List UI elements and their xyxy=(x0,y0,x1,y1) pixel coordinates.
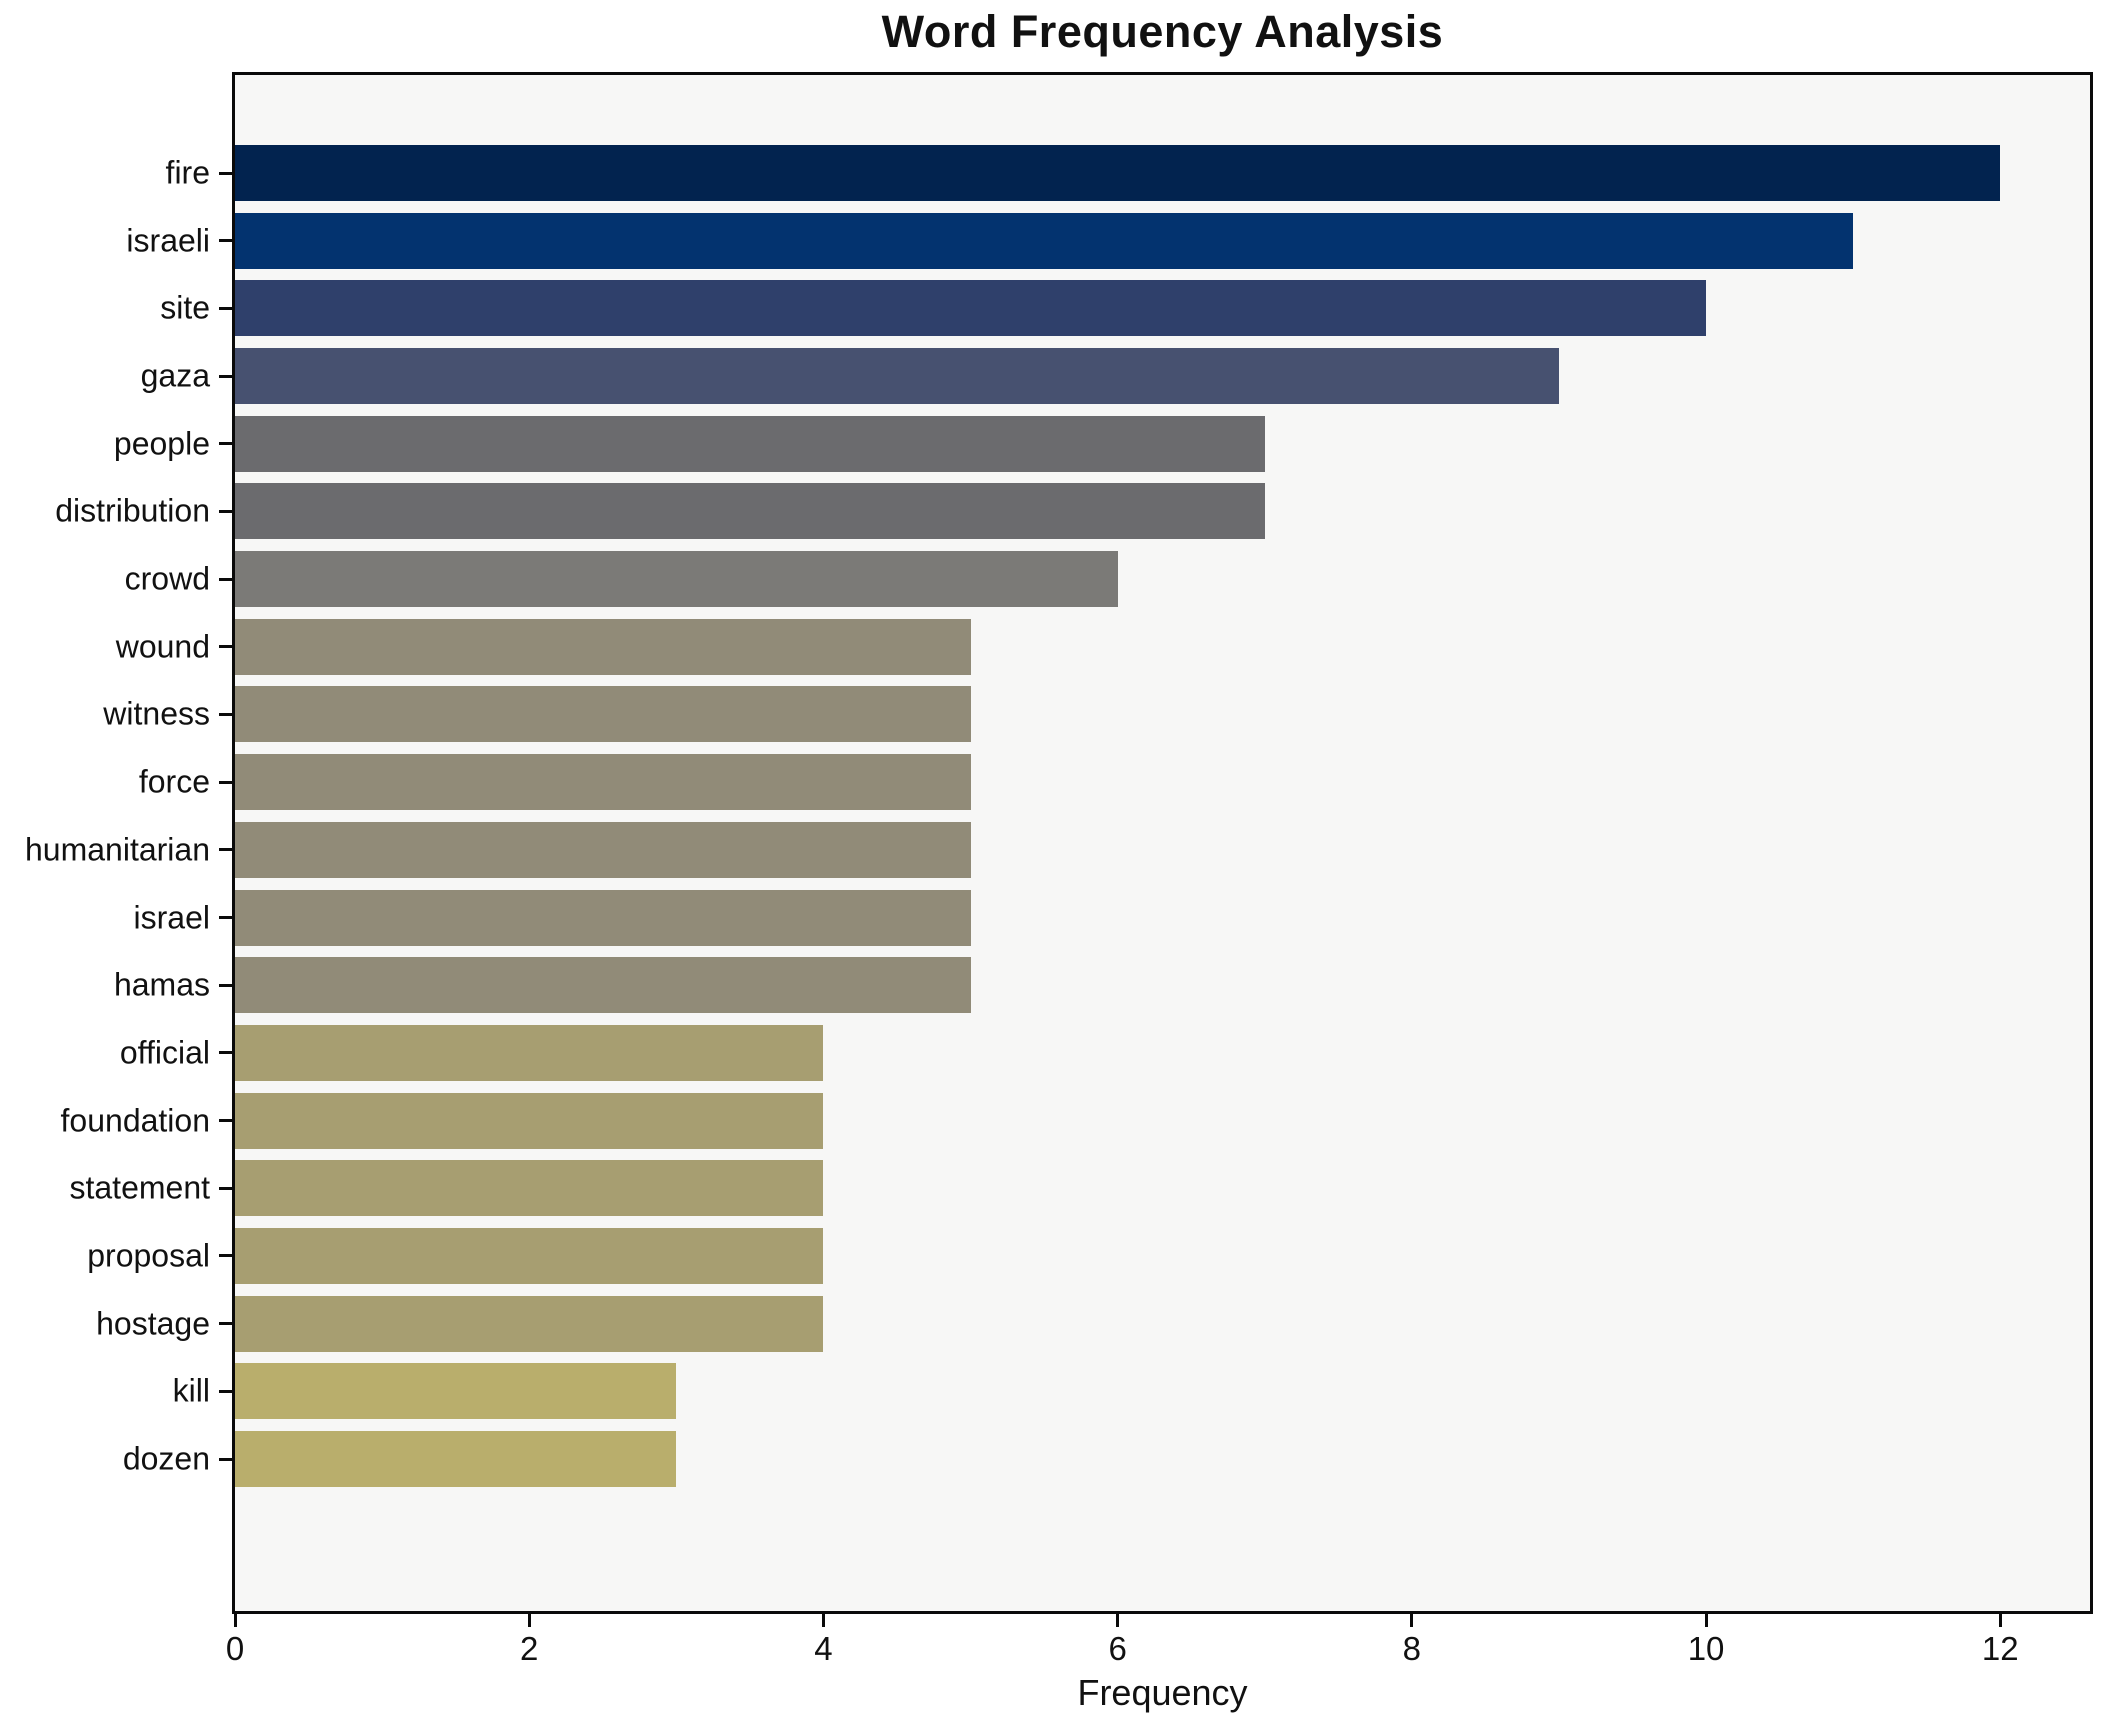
y-tick-label-force: force xyxy=(138,763,210,800)
y-tick-israel xyxy=(219,916,232,920)
bar-gaza xyxy=(235,348,1559,405)
bar-crowd xyxy=(235,551,1118,608)
y-tick-label-foundation: foundation xyxy=(60,1102,210,1139)
bar-force xyxy=(235,754,971,811)
bar-hamas xyxy=(235,957,971,1014)
bar-row-gaza xyxy=(235,348,2090,405)
bar-row-wound xyxy=(235,618,2090,675)
x-tick-6 xyxy=(1116,1614,1120,1627)
y-tick-label-official: official xyxy=(119,1034,210,1071)
bar-official xyxy=(235,1024,824,1081)
y-tick-dozen xyxy=(219,1457,232,1461)
y-tick-proposal xyxy=(219,1254,232,1258)
y-tick-site xyxy=(219,306,232,310)
y-tick-witness xyxy=(219,712,232,716)
y-tick-hostage xyxy=(219,1322,232,1326)
bar-foundation xyxy=(235,1092,824,1149)
x-tick-label-12: 12 xyxy=(1981,1630,2019,1667)
x-tick-label-4: 4 xyxy=(814,1630,833,1667)
y-tick-label-people: people xyxy=(113,425,210,462)
bar-row-foundation xyxy=(235,1092,2090,1149)
bar-fire xyxy=(235,145,2001,201)
x-tick-4 xyxy=(821,1614,825,1627)
bar-israel xyxy=(235,889,971,946)
y-tick-label-hostage: hostage xyxy=(96,1305,210,1342)
bar-proposal xyxy=(235,1227,824,1284)
y-tick-crowd xyxy=(219,577,232,581)
x-tick-10 xyxy=(1704,1614,1708,1627)
bar-kill xyxy=(235,1363,677,1420)
y-tick-label-israel: israel xyxy=(133,899,210,936)
y-tick-fire xyxy=(219,171,232,175)
y-tick-kill xyxy=(219,1389,232,1393)
bar-row-proposal xyxy=(235,1227,2090,1284)
y-tick-label-humanitarian: humanitarian xyxy=(25,831,210,868)
bar-row-fire xyxy=(235,145,2090,201)
bar-row-force xyxy=(235,754,2090,811)
y-tick-label-distribution: distribution xyxy=(55,492,210,529)
y-tick-statement xyxy=(219,1186,232,1190)
y-tick-force xyxy=(219,780,232,784)
y-tick-label-hamas: hamas xyxy=(113,966,210,1003)
x-tick-label-0: 0 xyxy=(225,1630,245,1667)
bar-row-site xyxy=(235,280,2090,337)
bar-row-people xyxy=(235,415,2090,472)
bar-witness xyxy=(235,686,971,743)
y-tick-label-gaza: gaza xyxy=(140,357,210,394)
bar-row-israeli xyxy=(235,212,2090,269)
y-tick-wound xyxy=(219,645,232,649)
x-tick-label-2: 2 xyxy=(520,1630,539,1667)
bar-row-distribution xyxy=(235,483,2090,540)
bar-row-dozen xyxy=(235,1431,2090,1487)
bar-row-israel xyxy=(235,889,2090,946)
y-tick-official xyxy=(219,1051,232,1055)
chart-title: Word Frequency Analysis xyxy=(881,6,1444,57)
x-tick-2 xyxy=(527,1614,531,1627)
bar-row-statement xyxy=(235,1160,2090,1217)
y-tick-label-crowd: crowd xyxy=(124,560,210,597)
y-tick-humanitarian xyxy=(219,848,232,852)
bar-people xyxy=(235,415,1265,472)
x-tick-0 xyxy=(233,1614,237,1627)
bar-row-hamas xyxy=(235,957,2090,1014)
y-tick-label-wound: wound xyxy=(115,628,210,665)
bar-hostage xyxy=(235,1295,824,1352)
y-tick-foundation xyxy=(219,1119,232,1123)
y-tick-label-statement: statement xyxy=(69,1169,210,1206)
y-tick-distribution xyxy=(219,509,232,513)
bar-row-hostage xyxy=(235,1295,2090,1352)
x-tick-12 xyxy=(1998,1614,2002,1627)
y-tick-gaza xyxy=(219,374,232,378)
bar-dozen xyxy=(235,1431,677,1487)
y-tick-label-fire: fire xyxy=(165,154,210,191)
y-tick-people xyxy=(219,442,232,446)
bar-row-humanitarian xyxy=(235,821,2090,878)
y-tick-hamas xyxy=(219,983,232,987)
bar-humanitarian xyxy=(235,821,971,878)
x-axis-label: Frequency xyxy=(1077,1672,1248,1713)
y-tick-label-kill: kill xyxy=(172,1372,210,1409)
x-tick-8 xyxy=(1410,1614,1414,1627)
bar-site xyxy=(235,280,1707,337)
y-tick-label-dozen: dozen xyxy=(122,1440,210,1477)
bar-row-witness xyxy=(235,686,2090,743)
y-tick-label-proposal: proposal xyxy=(87,1237,210,1274)
y-tick-label-witness: witness xyxy=(103,695,210,732)
bar-row-official xyxy=(235,1024,2090,1081)
bar-statement xyxy=(235,1160,824,1217)
bar-israeli xyxy=(235,212,1854,269)
y-tick-label-israeli: israeli xyxy=(126,222,210,259)
bar-row-crowd xyxy=(235,551,2090,608)
x-tick-label-6: 6 xyxy=(1108,1630,1127,1667)
bar-distribution xyxy=(235,483,1265,540)
bar-row-kill xyxy=(235,1363,2090,1420)
bar-wound xyxy=(235,618,971,675)
y-tick-label-site: site xyxy=(160,289,210,326)
y-tick-israeli xyxy=(219,239,232,243)
x-tick-label-10: 10 xyxy=(1687,1630,1725,1667)
x-tick-label-8: 8 xyxy=(1402,1630,1422,1667)
plot-area xyxy=(232,72,2093,1614)
